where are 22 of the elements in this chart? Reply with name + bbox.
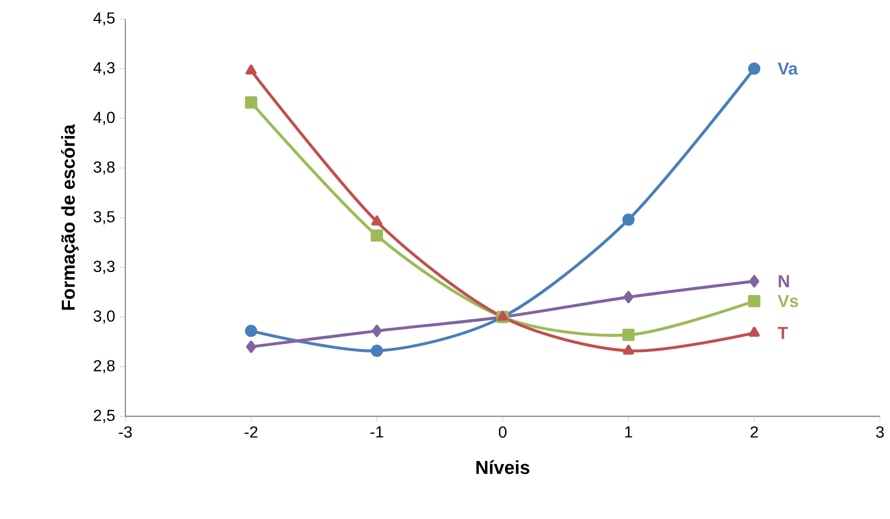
x-tick-label: 3	[876, 426, 884, 438]
x-tick-label: 2	[750, 426, 758, 438]
y-tick-label: 3,3	[94, 260, 115, 274]
y-tick-label: 4,3	[93, 62, 115, 76]
y-tick-label: 2,8	[94, 360, 115, 374]
y-tick-label: 3,5	[94, 211, 115, 224]
x-tick-label: 1	[625, 426, 632, 438]
y-tick-label: 4,0	[93, 112, 115, 125]
y-axis-title: Formação de escória	[60, 124, 79, 310]
y-tick-label: 2,5	[94, 410, 115, 423]
series-label: Va	[778, 62, 798, 75]
series-label: T	[778, 326, 788, 339]
y-tick-label: 4,5	[93, 12, 115, 26]
x-tick-label: 0	[498, 426, 506, 438]
series-label: N	[778, 275, 789, 288]
x-tick-label: -3	[118, 426, 132, 438]
y-tick-label: 3,8	[94, 161, 115, 175]
x-tick-label: -1	[370, 426, 384, 438]
y-tick-label: 3,0	[94, 310, 115, 324]
x-axis-title: Níveis	[476, 460, 530, 474]
series-label: Vs	[778, 295, 798, 308]
x-tick-label: -2	[244, 426, 258, 438]
